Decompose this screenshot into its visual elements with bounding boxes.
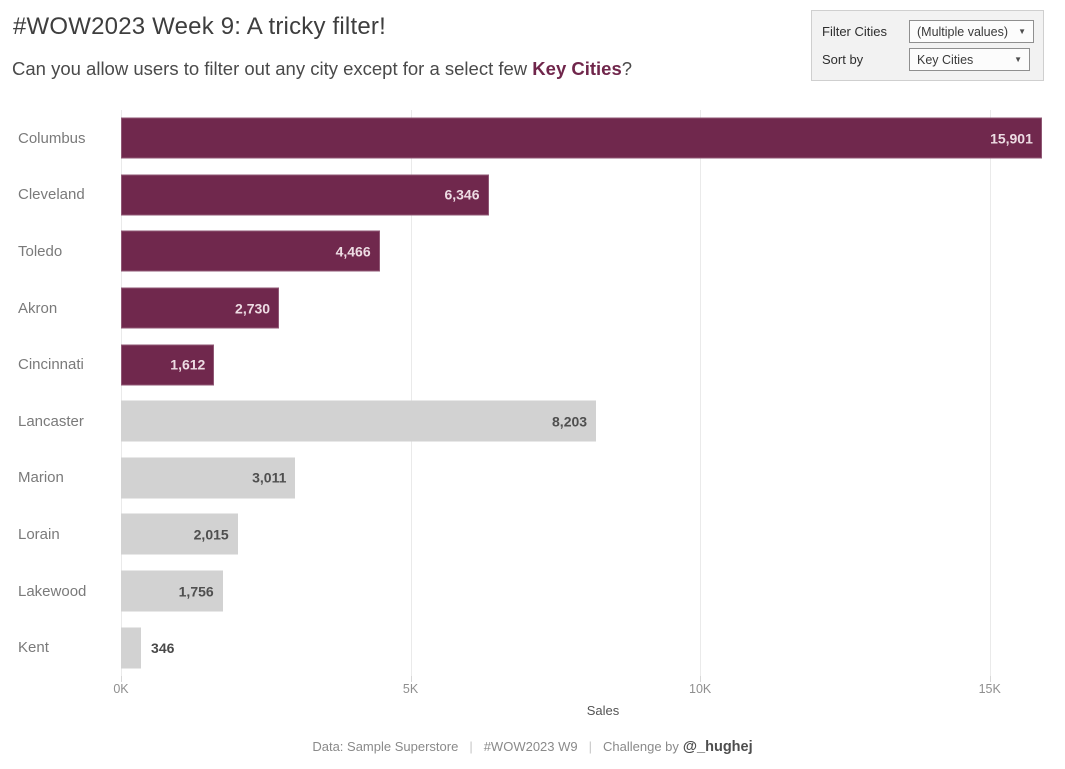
sales-bar[interactable] xyxy=(121,627,142,669)
bar-value-label: 1,612 xyxy=(170,356,206,373)
axis-tick xyxy=(410,676,412,682)
bar-row: Cleveland 6,346 xyxy=(0,167,1065,224)
axis-tick-label: 5K xyxy=(402,682,419,696)
footer-separator: | xyxy=(588,739,593,754)
footer-challenge-by: Challenge by xyxy=(603,739,679,754)
bar-row: Marion 3,011 xyxy=(0,450,1065,507)
bar-track: 8,203 xyxy=(121,393,1065,450)
bar-value-label: 15,901 xyxy=(990,130,1033,147)
sort-by-label: Sort by xyxy=(822,52,864,67)
bar-value-label: 4,466 xyxy=(335,243,371,260)
filter-cities-dropdown-value: (Multiple values) xyxy=(917,24,1009,39)
axis-tick xyxy=(121,676,122,682)
subtitle: Can you allow users to filter out any ci… xyxy=(12,58,632,80)
footer-author-handle[interactable]: @_hughej xyxy=(682,739,753,755)
filter-panel: Filter Cities (Multiple values) ▼ Sort b… xyxy=(811,10,1044,81)
sort-by-dropdown-value: Key Cities xyxy=(917,52,974,67)
subtitle-question-mark: ? xyxy=(621,58,633,79)
sales-bar[interactable]: 4,466 xyxy=(121,230,380,272)
bar-track: 6,346 xyxy=(121,167,1065,224)
sales-bar[interactable]: 1,756 xyxy=(121,570,223,612)
city-label: Columbus xyxy=(18,129,86,147)
sales-bar[interactable]: 6,346 xyxy=(121,174,489,216)
bar-rows: Columbus 15,901 Cleveland 6,346 Toledo 4,466 A… xyxy=(0,110,1065,676)
bar-track: 4,466 xyxy=(121,223,1065,280)
sales-bar[interactable]: 2,730 xyxy=(121,287,280,329)
bar-row: Akron 2,730 xyxy=(0,280,1065,337)
bar-value-label: 6,346 xyxy=(444,186,480,203)
x-axis-ticks xyxy=(121,676,1065,682)
subtitle-text: Can you allow users to filter out any ci… xyxy=(12,58,533,79)
bar-track: 15,901 xyxy=(121,110,1065,167)
city-label: Lorain xyxy=(18,525,60,543)
filter-cities-label: Filter Cities xyxy=(822,24,888,39)
chevron-down-icon: ▼ xyxy=(1018,27,1026,36)
sort-by-dropdown[interactable]: Key Cities ▼ xyxy=(909,48,1030,71)
axis-tick-label: 15K xyxy=(978,682,1001,696)
x-axis-labels: 0K 5K 10K 15K xyxy=(113,682,1065,698)
bar-value-label: 3,011 xyxy=(252,469,287,486)
city-label: Cincinnati xyxy=(18,356,84,374)
axis-tick-label: 10K xyxy=(689,682,712,696)
bar-track: 1,612 xyxy=(121,336,1065,393)
filter-cities-dropdown[interactable]: (Multiple values) ▼ xyxy=(909,20,1034,43)
sales-bar-chart: Columbus 15,901 Cleveland 6,346 Toledo 4,466 A… xyxy=(0,110,1065,676)
bar-row: Cincinnati 1,612 xyxy=(0,336,1065,393)
bar-row: Lancaster 8,203 xyxy=(0,393,1065,450)
subtitle-highlight: Key Cities xyxy=(532,58,622,79)
sort-by-row: Sort by Key Cities ▼ xyxy=(822,48,1034,71)
sales-bar[interactable]: 2,015 xyxy=(121,513,238,555)
page-title: #WOW2023 Week 9: A tricky filter! xyxy=(13,13,386,40)
city-label: Marion xyxy=(18,469,64,487)
chevron-down-icon: ▼ xyxy=(1014,55,1022,64)
bar-row: Lorain 2,015 xyxy=(0,506,1065,563)
bar-row: Lakewood 1,756 xyxy=(0,563,1065,620)
sales-bar[interactable]: 15,901 xyxy=(121,117,1042,159)
bar-row: Kent 346 xyxy=(0,619,1065,676)
sales-bar[interactable]: 3,011 xyxy=(121,457,296,499)
sales-bar[interactable]: 8,203 xyxy=(121,400,597,442)
bar-track: 2,730 xyxy=(121,280,1065,337)
bar-value-label: 8,203 xyxy=(552,413,588,430)
city-label: Kent xyxy=(18,639,49,657)
axis-tick xyxy=(700,676,702,682)
footer-caption: Data: Sample Superstore | #WOW2023 W9 | Chal… xyxy=(0,739,1065,755)
axis-tick xyxy=(989,676,991,682)
axis-tick-label: 0K xyxy=(113,682,129,696)
bar-row: Toledo 4,466 xyxy=(0,223,1065,280)
bar-track: 3,011 xyxy=(121,450,1065,507)
city-label: Lancaster xyxy=(18,412,84,430)
sales-bar[interactable]: 1,612 xyxy=(121,344,215,386)
bar-value-label: 1,756 xyxy=(178,583,214,600)
footer-tag: #WOW2023 W9 xyxy=(483,739,578,754)
city-label: Akron xyxy=(18,299,58,317)
bar-value-label: 346 xyxy=(151,639,175,656)
bar-track: 1,756 xyxy=(121,563,1065,620)
footer-separator: | xyxy=(469,739,473,754)
x-axis-title: Sales xyxy=(586,703,620,718)
bar-value-label: 2,015 xyxy=(193,526,229,543)
bar-value-label: 2,730 xyxy=(235,300,271,317)
bar-row: Columbus 15,901 xyxy=(0,110,1065,167)
footer-source: Data: Sample Superstore xyxy=(312,739,459,754)
bar-track: 2,015 xyxy=(121,506,1065,563)
bar-track: 346 xyxy=(121,619,1065,676)
city-label: Toledo xyxy=(18,242,63,260)
city-label: Lakewood xyxy=(18,582,87,600)
city-label: Cleveland xyxy=(18,186,85,204)
filter-cities-row: Filter Cities (Multiple values) ▼ xyxy=(822,20,1034,43)
